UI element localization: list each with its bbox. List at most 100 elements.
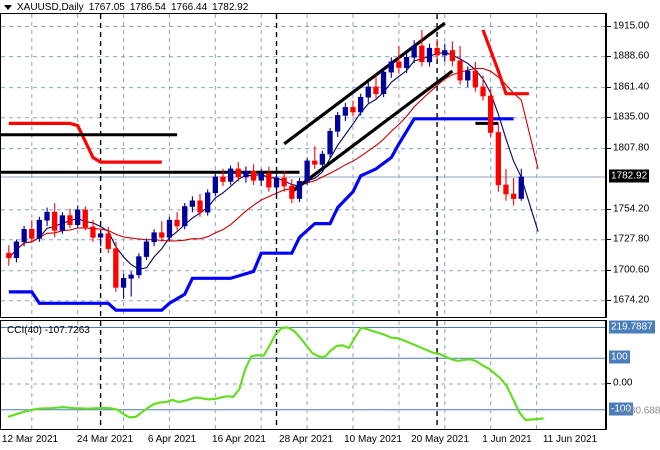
cci-indicator-label: CCI(40) -107.7263 (7, 325, 90, 336)
candle-body[interactable] (120, 277, 127, 288)
candle-body[interactable] (319, 153, 325, 165)
candle-body[interactable] (258, 173, 264, 181)
price-axis[interactable]: 1915.00 1888.60 1861.40 1835.00 1807.80 1754.… (606, 13, 660, 318)
candle-body[interactable] (296, 181, 303, 199)
price-chart-canvas[interactable] (1, 14, 605, 317)
candle-body[interactable] (105, 233, 111, 249)
candle-body[interactable] (205, 192, 211, 213)
candle-body[interactable] (29, 229, 35, 239)
candle-body[interactable] (90, 226, 96, 238)
cci-level-badge: 219.7887 (609, 320, 655, 333)
cci-indicator-panel[interactable]: CCI(40) -107.7263 (0, 320, 606, 430)
candle-body[interactable] (357, 96, 364, 113)
trend-channel-upper-line[interactable] (283, 21, 446, 146)
candle-body[interactable] (250, 170, 257, 181)
candle-body[interactable] (75, 209, 81, 225)
date-axis-label: 11 Jun 2021 (542, 434, 598, 445)
chevron-down-icon[interactable] (4, 4, 12, 10)
date-axis-label: 10 May 2021 (344, 434, 402, 445)
candle-body[interactable] (228, 168, 234, 182)
cci-axis[interactable]: 219.7887 100 0.00 -100 -130.688 (606, 320, 660, 430)
candle-body[interactable] (44, 211, 50, 221)
price-axis-tick (607, 299, 611, 301)
price-axis-tick (607, 25, 611, 27)
candle-body[interactable] (411, 45, 417, 58)
candle-body[interactable] (128, 274, 134, 279)
trend-channel-lower-line[interactable] (290, 69, 454, 193)
open-value: 1767.05 (88, 1, 125, 13)
candle-body[interactable] (495, 132, 501, 186)
candle-body[interactable] (312, 160, 318, 165)
candle-body[interactable] (97, 233, 104, 238)
price-axis-label: 1700.60 (613, 264, 650, 276)
candle-body[interactable] (113, 248, 119, 288)
candle-body[interactable] (166, 219, 173, 238)
candle-body[interactable] (136, 256, 142, 276)
candle-body[interactable] (220, 176, 226, 182)
candle-body[interactable] (197, 200, 203, 213)
candle-body[interactable] (59, 215, 65, 231)
cci-line (7, 326, 544, 422)
candle-body[interactable] (159, 232, 165, 238)
candle-body[interactable] (480, 86, 486, 97)
cci-level-badge: -100 (609, 402, 634, 416)
candle-body[interactable] (174, 219, 180, 227)
candle-body[interactable] (396, 61, 402, 68)
candle-body[interactable] (442, 50, 448, 56)
price-chart-panel[interactable] (0, 13, 606, 318)
price-axis-tick (607, 147, 611, 149)
candle-body[interactable] (143, 241, 150, 257)
date-axis-label: 1 Jun 2021 (482, 434, 532, 445)
candle-body[interactable] (51, 211, 58, 231)
date-axis-label: 6 Apr 2021 (147, 434, 197, 445)
candle-body[interactable] (189, 200, 195, 207)
price-axis-label: 1835.00 (613, 111, 650, 123)
candle-body[interactable] (266, 173, 272, 188)
candle-body[interactable] (510, 193, 517, 199)
candle-body[interactable] (403, 56, 410, 68)
candle-body[interactable] (380, 71, 387, 94)
candle-body[interactable] (327, 131, 333, 155)
candle-body[interactable] (419, 45, 425, 63)
candle-body[interactable] (503, 184, 509, 195)
candle-body[interactable] (457, 60, 463, 81)
cci-level-badge: 100 (609, 350, 630, 364)
candle-body[interactable] (243, 170, 249, 178)
candle-body[interactable] (518, 176, 524, 199)
candle-body[interactable] (304, 160, 310, 182)
price-axis-tick (607, 238, 611, 240)
candle-body[interactable] (350, 107, 356, 113)
candle-body[interactable] (487, 95, 494, 133)
candle-body[interactable] (67, 215, 73, 226)
candle-body[interactable] (388, 61, 394, 73)
candle-body[interactable] (426, 47, 433, 63)
current-price-badge: 1782.92 (609, 169, 650, 183)
price-axis-label: 1754.20 (613, 203, 650, 215)
candle-body[interactable] (365, 86, 371, 98)
candle-body[interactable] (235, 168, 241, 178)
moving-average-slow-line (8, 67, 539, 259)
candle-body[interactable] (82, 209, 88, 228)
candle-body[interactable] (334, 115, 341, 132)
candle-body[interactable] (465, 70, 471, 81)
candle-body[interactable] (373, 86, 379, 95)
candle-body[interactable] (21, 229, 27, 243)
candle-body[interactable] (434, 47, 440, 56)
chart-header: XAUUSD,Daily 1767.05 1786.54 1766.44 178… (0, 0, 660, 14)
candle-body[interactable] (289, 185, 295, 199)
candle-body[interactable] (182, 206, 188, 227)
candle-body[interactable] (273, 177, 280, 188)
candle-body[interactable] (449, 50, 456, 62)
price-axis-label: 1807.80 (613, 142, 650, 154)
candle-body[interactable] (472, 70, 478, 88)
date-axis-label: 28 Apr 2021 (279, 434, 333, 445)
candle-body[interactable] (212, 176, 218, 194)
candle-body[interactable] (342, 107, 348, 116)
candle-body[interactable] (36, 219, 42, 239)
candle-body[interactable] (6, 252, 12, 259)
candle-body[interactable] (151, 232, 157, 243)
candle-body[interactable] (13, 241, 20, 259)
cci-chart-canvas[interactable] (1, 321, 605, 429)
candle-body[interactable] (281, 177, 287, 187)
